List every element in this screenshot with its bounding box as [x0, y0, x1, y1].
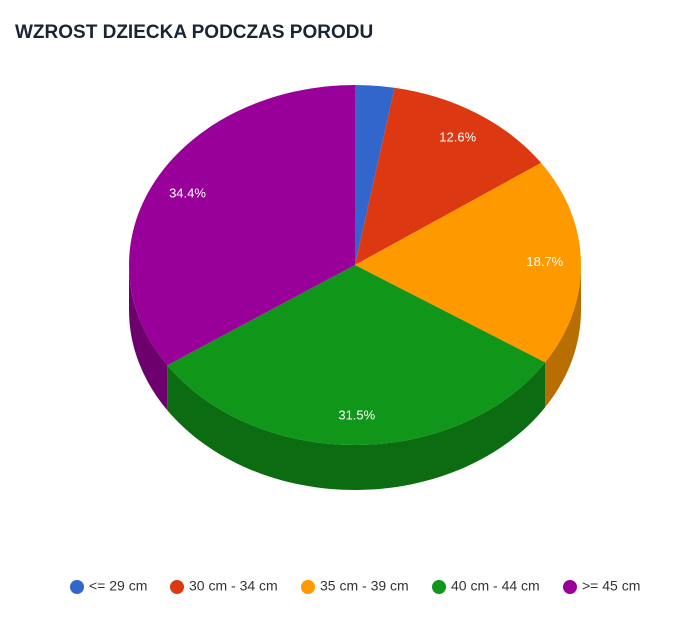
slice: [355, 85, 395, 265]
slice: [355, 162, 581, 363]
legend-label: <= 29 cm: [89, 578, 147, 594]
legend-label: 35 cm - 39 cm: [320, 578, 409, 594]
legend-label: 30 cm - 34 cm: [189, 578, 278, 594]
data-label: 18.7%: [526, 254, 563, 269]
data-label: 12.6%: [439, 129, 476, 144]
legend-swatch: [432, 580, 446, 594]
legend-swatch: [170, 580, 184, 594]
slice-side: [129, 265, 168, 411]
legend-label: 40 cm - 44 cm: [451, 578, 540, 594]
slice: [167, 265, 546, 445]
slice-side: [167, 362, 546, 491]
legend-swatch: [70, 580, 84, 594]
legend: <= 29 cm 30 cm - 34 cm 35 cm - 39 cm 40 cm …: [70, 578, 640, 594]
data-label: 34.4%: [169, 185, 206, 200]
legend-swatch: [563, 580, 577, 594]
legend-swatch: [301, 580, 315, 594]
data-label: 31.5%: [338, 408, 375, 423]
slice-side: [545, 265, 581, 408]
slice: [355, 87, 542, 266]
legend-label: >= 45 cm: [582, 578, 640, 594]
slice: [129, 85, 355, 366]
chart-title: WZROST DZIECKA PODCZAS PORODU: [15, 22, 373, 43]
